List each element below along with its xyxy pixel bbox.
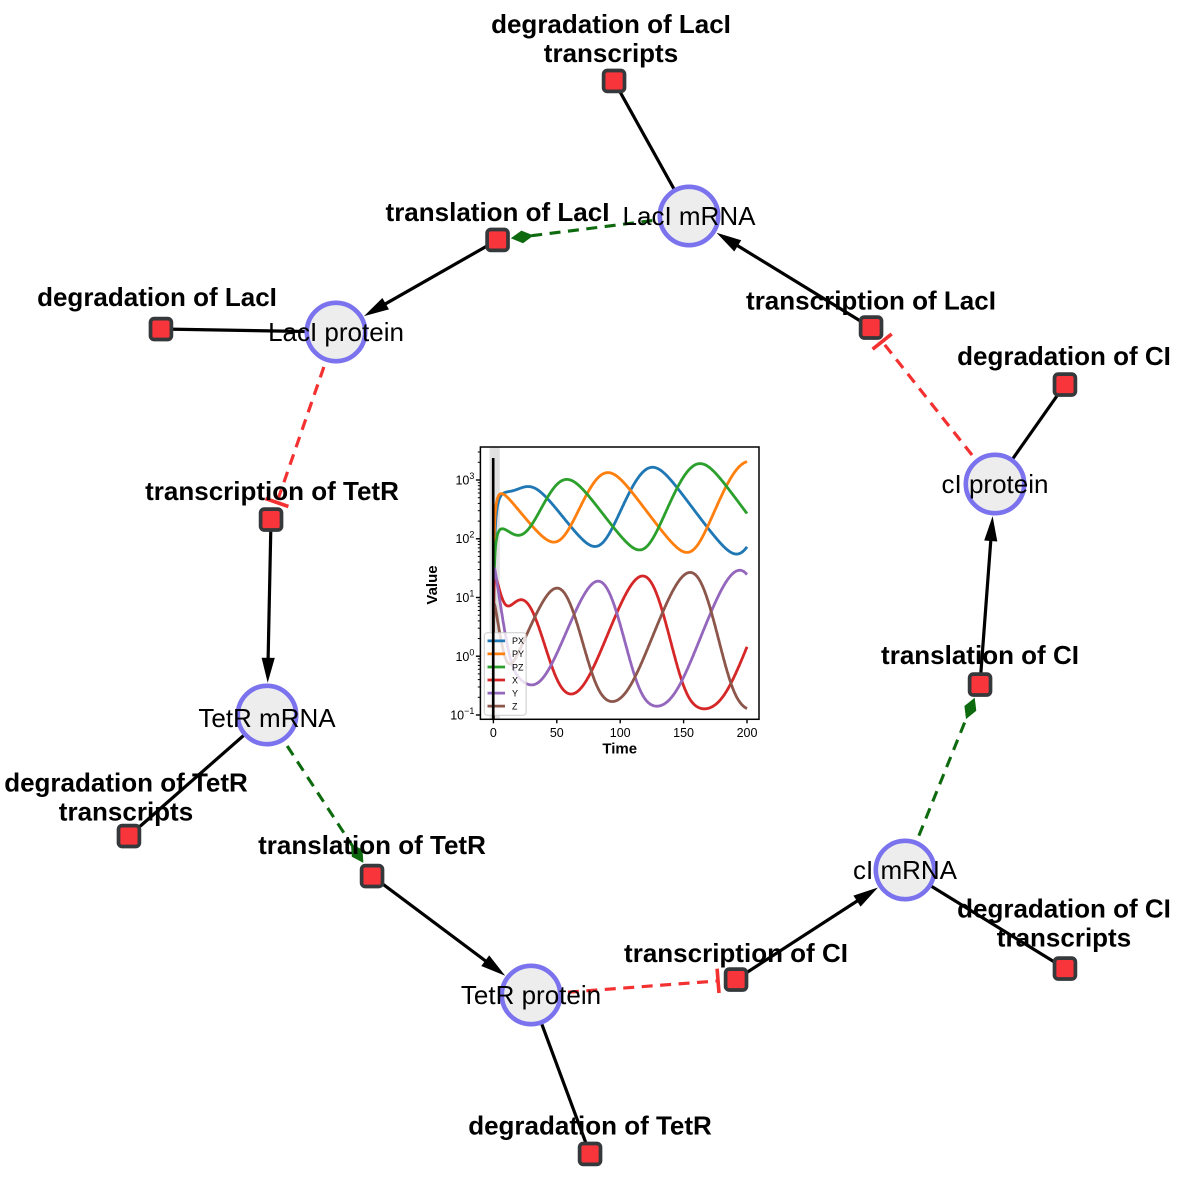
svg-text:Time: Time <box>602 741 637 758</box>
svg-text:transcripts: transcripts <box>997 923 1131 953</box>
svg-text:LacI mRNA: LacI mRNA <box>623 201 757 231</box>
svg-text:translation of TetR: translation of TetR <box>258 830 486 860</box>
svg-text:50: 50 <box>550 726 564 740</box>
svg-text:Value: Value <box>424 565 441 604</box>
svg-text:degradation of CI: degradation of CI <box>957 894 1171 924</box>
svg-text:transcription of CI: transcription of CI <box>624 938 848 968</box>
svg-text:PZ: PZ <box>512 662 524 672</box>
svg-text:degradation of LacI: degradation of LacI <box>491 9 731 39</box>
svg-text:cI protein: cI protein <box>942 469 1049 499</box>
svg-text:degradation of TetR: degradation of TetR <box>468 1111 712 1141</box>
svg-text:101: 101 <box>455 589 474 606</box>
svg-text:200: 200 <box>737 726 758 740</box>
svg-text:X: X <box>512 675 518 685</box>
svg-text:degradation of CI: degradation of CI <box>957 341 1171 371</box>
svg-text:translation of LacI: translation of LacI <box>386 197 610 227</box>
svg-text:transcription of LacI: transcription of LacI <box>746 286 996 316</box>
svg-text:103: 103 <box>455 471 474 488</box>
svg-text:LacI protein: LacI protein <box>268 317 404 347</box>
svg-text:10−1: 10−1 <box>450 706 474 723</box>
svg-text:cI mRNA: cI mRNA <box>853 855 958 885</box>
svg-text:degradation of LacI: degradation of LacI <box>37 282 277 312</box>
svg-text:TetR protein: TetR protein <box>461 980 601 1010</box>
svg-text:degradation of TetR: degradation of TetR <box>4 768 248 798</box>
svg-text:transcripts: transcripts <box>59 797 193 827</box>
svg-text:transcription of TetR: transcription of TetR <box>145 476 399 506</box>
svg-text:transcripts: transcripts <box>544 38 678 68</box>
svg-text:PY: PY <box>512 649 524 659</box>
svg-text:102: 102 <box>455 530 474 547</box>
svg-text:PX: PX <box>512 636 524 646</box>
svg-text:100: 100 <box>455 647 474 664</box>
svg-text:0: 0 <box>490 726 497 740</box>
svg-text:100: 100 <box>610 726 631 740</box>
svg-text:translation of CI: translation of CI <box>881 640 1079 670</box>
svg-text:TetR mRNA: TetR mRNA <box>198 703 336 733</box>
svg-text:150: 150 <box>673 726 694 740</box>
svg-text:Y: Y <box>512 688 518 698</box>
svg-text:Z: Z <box>512 701 518 711</box>
